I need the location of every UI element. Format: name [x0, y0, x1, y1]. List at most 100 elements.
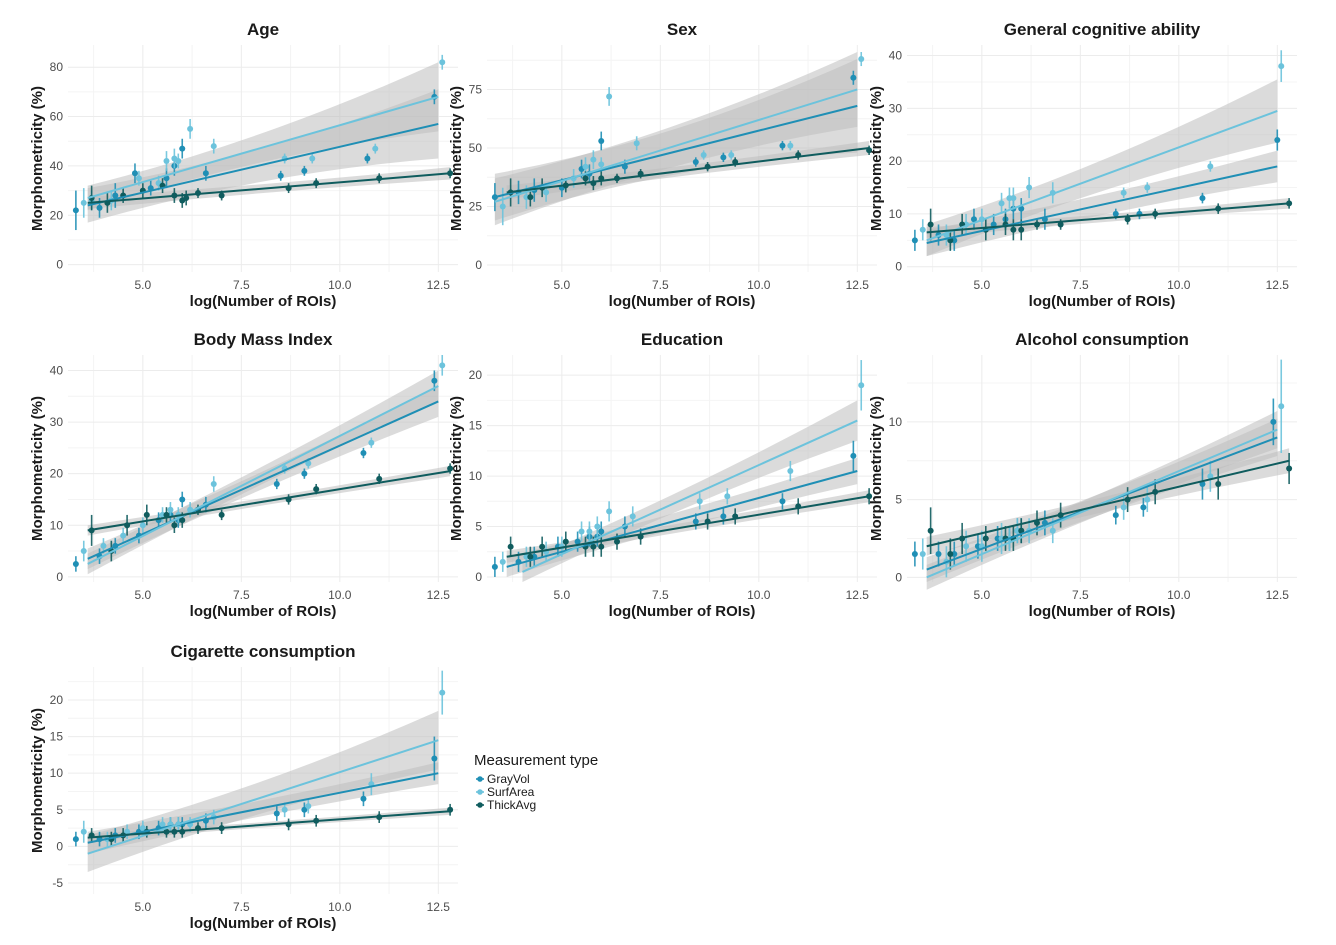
fit-line-surfarea: [926, 110, 1278, 242]
chart-panel-6: 5.0 7.5 10.0 12.5 0 5 10 Alcohol consumption log…: [868, 330, 1297, 620]
data-point: [431, 755, 438, 762]
fit-line-grayvol: [87, 122, 439, 207]
data-point: [858, 56, 865, 63]
data-point: [614, 538, 620, 545]
confidence-band-surfarea: [87, 370, 439, 575]
y-tick-label: 10: [889, 207, 903, 221]
data-point: [1112, 512, 1119, 519]
data-point: [1144, 184, 1151, 191]
x-axis-label: log(Number of ROIs): [190, 293, 337, 310]
panel-title: Body Mass Index: [194, 330, 333, 349]
data-point: [543, 189, 550, 196]
data-point: [911, 551, 918, 558]
data-point: [507, 543, 514, 550]
data-point: [578, 528, 585, 535]
data-point: [273, 810, 280, 817]
legend-label: SurfArea: [487, 785, 535, 799]
x-tick-label: 7.5: [1072, 588, 1089, 602]
data-point: [911, 237, 918, 244]
data-point: [598, 528, 605, 535]
data-point: [179, 496, 186, 503]
data-point: [210, 480, 217, 487]
data-point: [171, 522, 178, 529]
data-point: [970, 216, 977, 223]
fit-line-grayvol: [494, 104, 858, 199]
x-tick-label: 12.5: [1266, 588, 1290, 602]
data-point: [1057, 221, 1064, 228]
y-tick-label: 0: [895, 570, 902, 584]
panel-title: Sex: [667, 20, 698, 39]
data-point: [850, 74, 857, 81]
panel-title: Cigarette consumption: [170, 642, 355, 661]
y-tick-label: 10: [50, 518, 64, 532]
series-surfarea: [919, 50, 1285, 246]
data-point: [179, 145, 186, 152]
y-tick-label: 25: [469, 199, 483, 213]
data-point: [527, 553, 534, 560]
data-point: [139, 522, 146, 529]
panel-title: General cognitive ability: [1004, 20, 1201, 39]
data-point: [598, 137, 605, 144]
y-tick-label: 40: [50, 363, 64, 377]
x-tick-label: 7.5: [1072, 278, 1089, 292]
fit-line-thickavg: [87, 810, 451, 839]
data-point: [135, 175, 142, 182]
x-tick-label: 5.0: [554, 278, 571, 292]
data-point: [301, 806, 308, 813]
data-point: [728, 151, 735, 158]
data-point: [787, 142, 794, 149]
data-point: [131, 170, 138, 177]
y-tick-label: 30: [50, 415, 64, 429]
data-point: [606, 508, 613, 515]
data-point: [143, 511, 150, 518]
data-point: [527, 194, 534, 201]
legend-title: Measurement type: [474, 752, 598, 769]
y-tick-label: 40: [889, 49, 903, 63]
data-point: [179, 517, 186, 524]
gridlines: [68, 355, 458, 582]
data-point: [963, 543, 970, 550]
data-point: [447, 465, 454, 472]
data-point: [368, 439, 375, 446]
data-point: [1286, 465, 1293, 472]
x-tick-label: 10.0: [328, 278, 352, 292]
data-point: [218, 192, 225, 199]
x-tick-label: 12.5: [427, 900, 451, 914]
y-tick-label: 60: [50, 110, 64, 124]
x-axis-label: log(Number of ROIs): [609, 603, 756, 620]
y-tick-label: 0: [56, 258, 63, 272]
data-point: [80, 199, 87, 206]
data-point: [305, 803, 312, 810]
data-point: [163, 175, 170, 182]
data-point: [1018, 527, 1025, 534]
data-point: [1120, 504, 1127, 511]
data-point: [273, 480, 280, 487]
y-tick-label: 5: [56, 803, 63, 817]
x-tick-label: 5.0: [554, 588, 571, 602]
x-axis-label: log(Number of ROIs): [190, 915, 337, 932]
y-axis-label: Morphometricity (%): [448, 86, 465, 231]
data-point: [700, 151, 707, 158]
data-point: [439, 59, 446, 66]
data-point: [927, 221, 934, 228]
data-point: [1199, 195, 1206, 202]
fit-line-thickavg: [506, 495, 870, 558]
x-tick-label: 5.0: [135, 588, 152, 602]
x-tick-label: 7.5: [233, 278, 250, 292]
x-tick-label: 5.0: [974, 588, 991, 602]
data-point: [692, 518, 699, 525]
data-point: [858, 382, 865, 389]
fit-line-surfarea: [926, 428, 1278, 579]
y-tick-label: 15: [50, 730, 64, 744]
fit-line-thickavg: [87, 172, 451, 204]
data-point: [175, 157, 182, 164]
data-point: [218, 511, 225, 518]
panel-title: Age: [247, 20, 279, 39]
y-tick-label: 0: [56, 570, 63, 584]
data-point: [629, 513, 636, 520]
x-tick-label: 10.0: [1167, 278, 1191, 292]
fit-line-grayvol: [926, 165, 1278, 244]
data-point: [72, 207, 79, 214]
